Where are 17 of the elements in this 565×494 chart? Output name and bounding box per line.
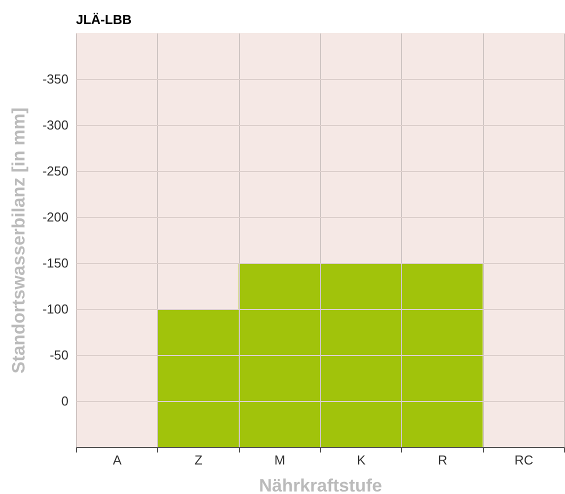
y-tick-label: -150 — [42, 256, 68, 270]
x-tick-label: R — [438, 452, 448, 468]
x-axis-title: Nährkraftstufe — [258, 476, 382, 494]
y-tick-label: -350 — [42, 72, 68, 86]
x-tick-label: A — [112, 452, 122, 468]
x-tick-label: RC — [514, 452, 534, 468]
y-tick-label: 0 — [61, 394, 68, 408]
y-tick-label: -50 — [50, 348, 68, 362]
y-tick-label: -200 — [42, 210, 68, 224]
x-tick-label: Z — [194, 452, 203, 468]
y-tick-label: -300 — [42, 118, 68, 132]
y-tick-label: -250 — [42, 164, 68, 178]
x-tick-label: K — [356, 452, 366, 468]
x-tick-label: M — [274, 452, 286, 468]
chart-title: JLÄ-LBB — [76, 12, 132, 27]
y-axis-title: Standortswasserbilanz [in mm] — [8, 107, 28, 374]
y-tick-label: -100 — [42, 302, 68, 316]
